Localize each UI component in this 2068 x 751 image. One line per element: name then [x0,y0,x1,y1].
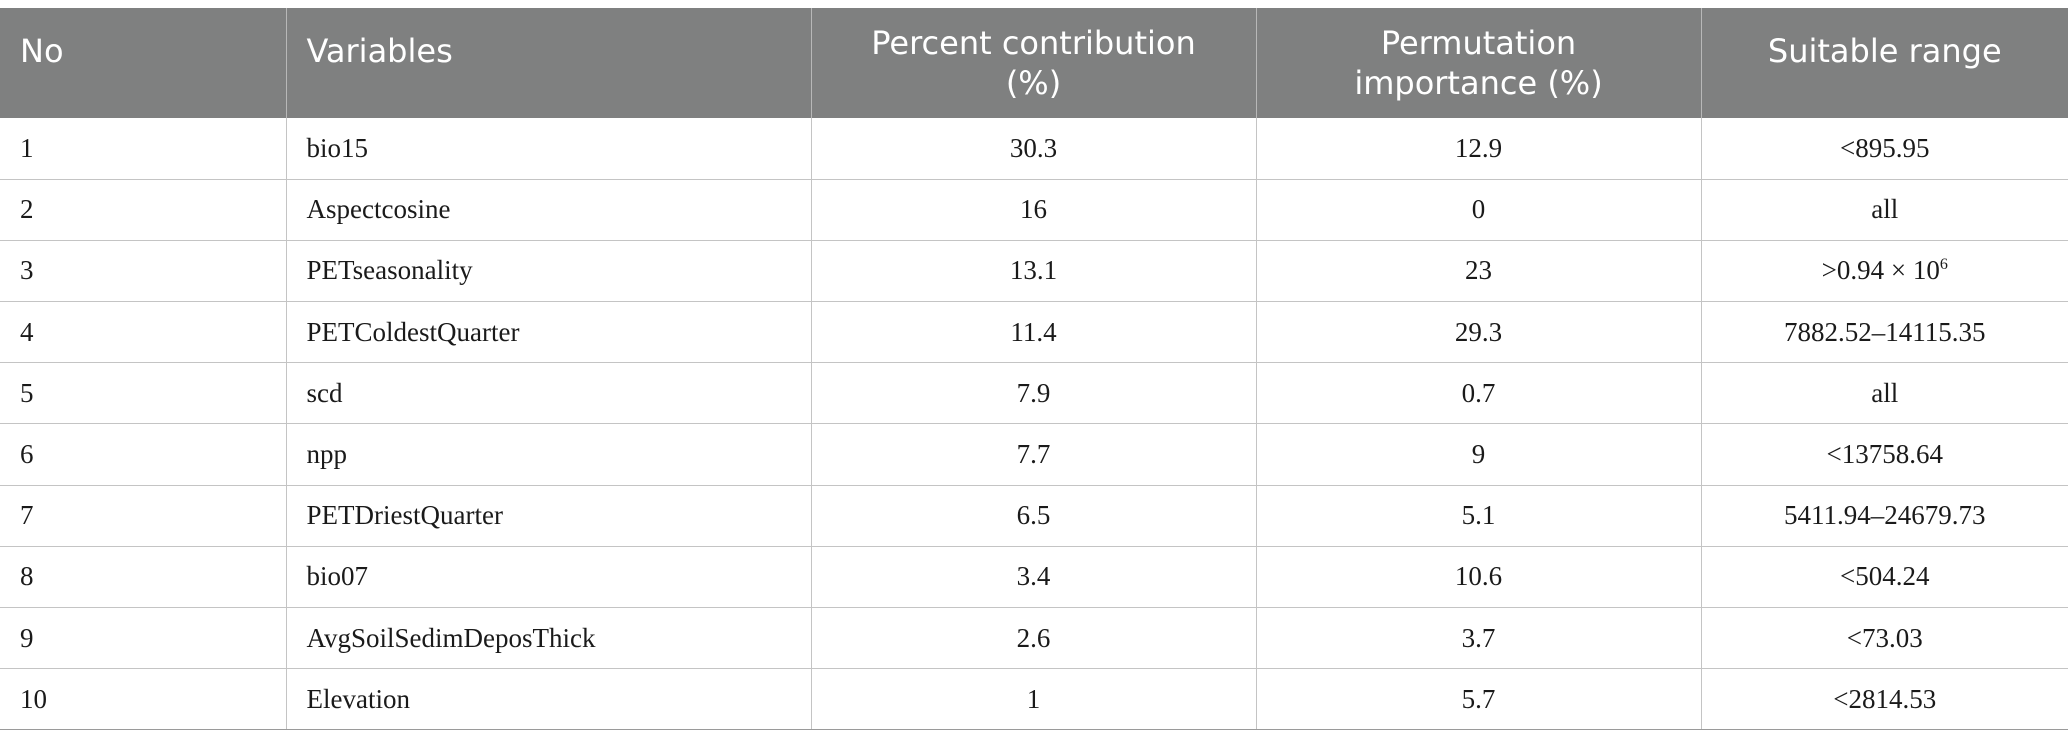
cell-percent: 16 [811,179,1257,241]
cell-percent: 11.4 [811,301,1257,364]
cell-no: 3 [0,240,287,303]
cell-permutation: 23 [1256,240,1702,303]
cell-range-base: >0.94 × 10 [1821,255,1940,286]
cell-permutation: 3.7 [1256,607,1702,670]
table-row: 4 PETColdestQuarter 11.4 29.3 7882.52–14… [0,301,2068,364]
cell-range-superscript: 6 [1939,256,1948,274]
cell-range: 5411.94–24679.73 [1701,485,2068,547]
cell-percent: 6.5 [811,485,1257,547]
cell-range: <2814.53 [1701,668,2068,731]
data-table-container: No Variables Percent contribution (%) Pe… [0,8,2068,731]
cell-variable: bio07 [286,546,812,609]
table-row: 6 npp 7.7 9 <13758.64 [0,423,2068,486]
header-percent-contribution: Percent contribution (%) [811,8,1257,118]
cell-range: <73.03 [1701,607,2068,670]
variables-table: No Variables Percent contribution (%) Pe… [0,8,2068,731]
cell-variable: bio15 [286,118,812,180]
cell-no: 7 [0,485,287,547]
cell-no: 8 [0,546,287,609]
cell-no: 9 [0,607,287,670]
cell-percent: 30.3 [811,118,1257,180]
cell-percent: 7.9 [811,362,1257,425]
cell-percent: 2.6 [811,607,1257,670]
cell-variable: Aspectcosine [286,179,812,241]
cell-variable: Elevation [286,668,812,731]
cell-permutation: 9 [1256,423,1702,486]
cell-permutation: 0 [1256,179,1702,241]
table-header: No Variables Percent contribution (%) Pe… [0,8,2068,118]
header-row: No Variables Percent contribution (%) Pe… [0,8,2068,118]
cell-percent: 7.7 [811,423,1257,486]
cell-variable: PETColdestQuarter [286,301,812,364]
table-body: 1 bio15 30.3 12.9 <895.95 2 Aspectcosine… [0,118,2068,731]
table-row: 1 bio15 30.3 12.9 <895.95 [0,118,2068,180]
header-permutation-importance: Permutation importance (%) [1256,8,1702,118]
cell-no: 2 [0,179,287,241]
header-permutation-line2: importance (%) [1354,64,1603,102]
header-permutation-line1: Permutation [1380,24,1577,62]
cell-percent: 3.4 [811,546,1257,609]
cell-variable: scd [286,362,812,425]
cell-permutation: 12.9 [1256,118,1702,180]
cell-range: <504.24 [1701,546,2068,609]
cell-variable: AvgSoilSedimDeposThick [286,607,812,670]
cell-permutation: 5.1 [1256,485,1702,547]
header-variables: Variables [286,8,812,118]
table-row: 7 PETDriestQuarter 6.5 5.1 5411.94–24679… [0,485,2068,547]
cell-percent: 1 [811,668,1257,731]
cell-permutation: 10.6 [1256,546,1702,609]
cell-permutation: 5.7 [1256,668,1702,731]
header-percent-line1: Percent contribution [871,24,1196,62]
cell-variable: npp [286,423,812,486]
cell-permutation: 29.3 [1256,301,1702,364]
cell-percent: 13.1 [811,240,1257,303]
cell-range: all [1701,362,2068,425]
table-row: 3 PETseasonality 13.1 23 >0.94 × 106 [0,240,2068,303]
table-row: 8 bio07 3.4 10.6 <504.24 [0,546,2068,609]
cell-permutation: 0.7 [1256,362,1702,425]
cell-range: <13758.64 [1701,423,2068,486]
table-row: 10 Elevation 1 5.7 <2814.53 [0,668,2068,731]
cell-range: >0.94 × 106 [1701,240,2068,303]
header-suitable-range: Suitable range [1701,8,2068,118]
cell-no: 6 [0,423,287,486]
cell-variable: PETDriestQuarter [286,485,812,547]
cell-no: 4 [0,301,287,364]
cell-range: 7882.52–14115.35 [1701,301,2068,364]
table-row: 9 AvgSoilSedimDeposThick 2.6 3.7 <73.03 [0,607,2068,670]
cell-no: 5 [0,362,287,425]
cell-no: 10 [0,668,287,731]
header-percent-line2: (%) [1005,64,1062,102]
cell-range: <895.95 [1701,118,2068,180]
table-row: 2 Aspectcosine 16 0 all [0,179,2068,241]
cell-no: 1 [0,118,287,180]
cell-variable: PETseasonality [286,240,812,303]
cell-range: all [1701,179,2068,241]
header-no: No [0,8,287,118]
table-row: 5 scd 7.9 0.7 all [0,362,2068,425]
